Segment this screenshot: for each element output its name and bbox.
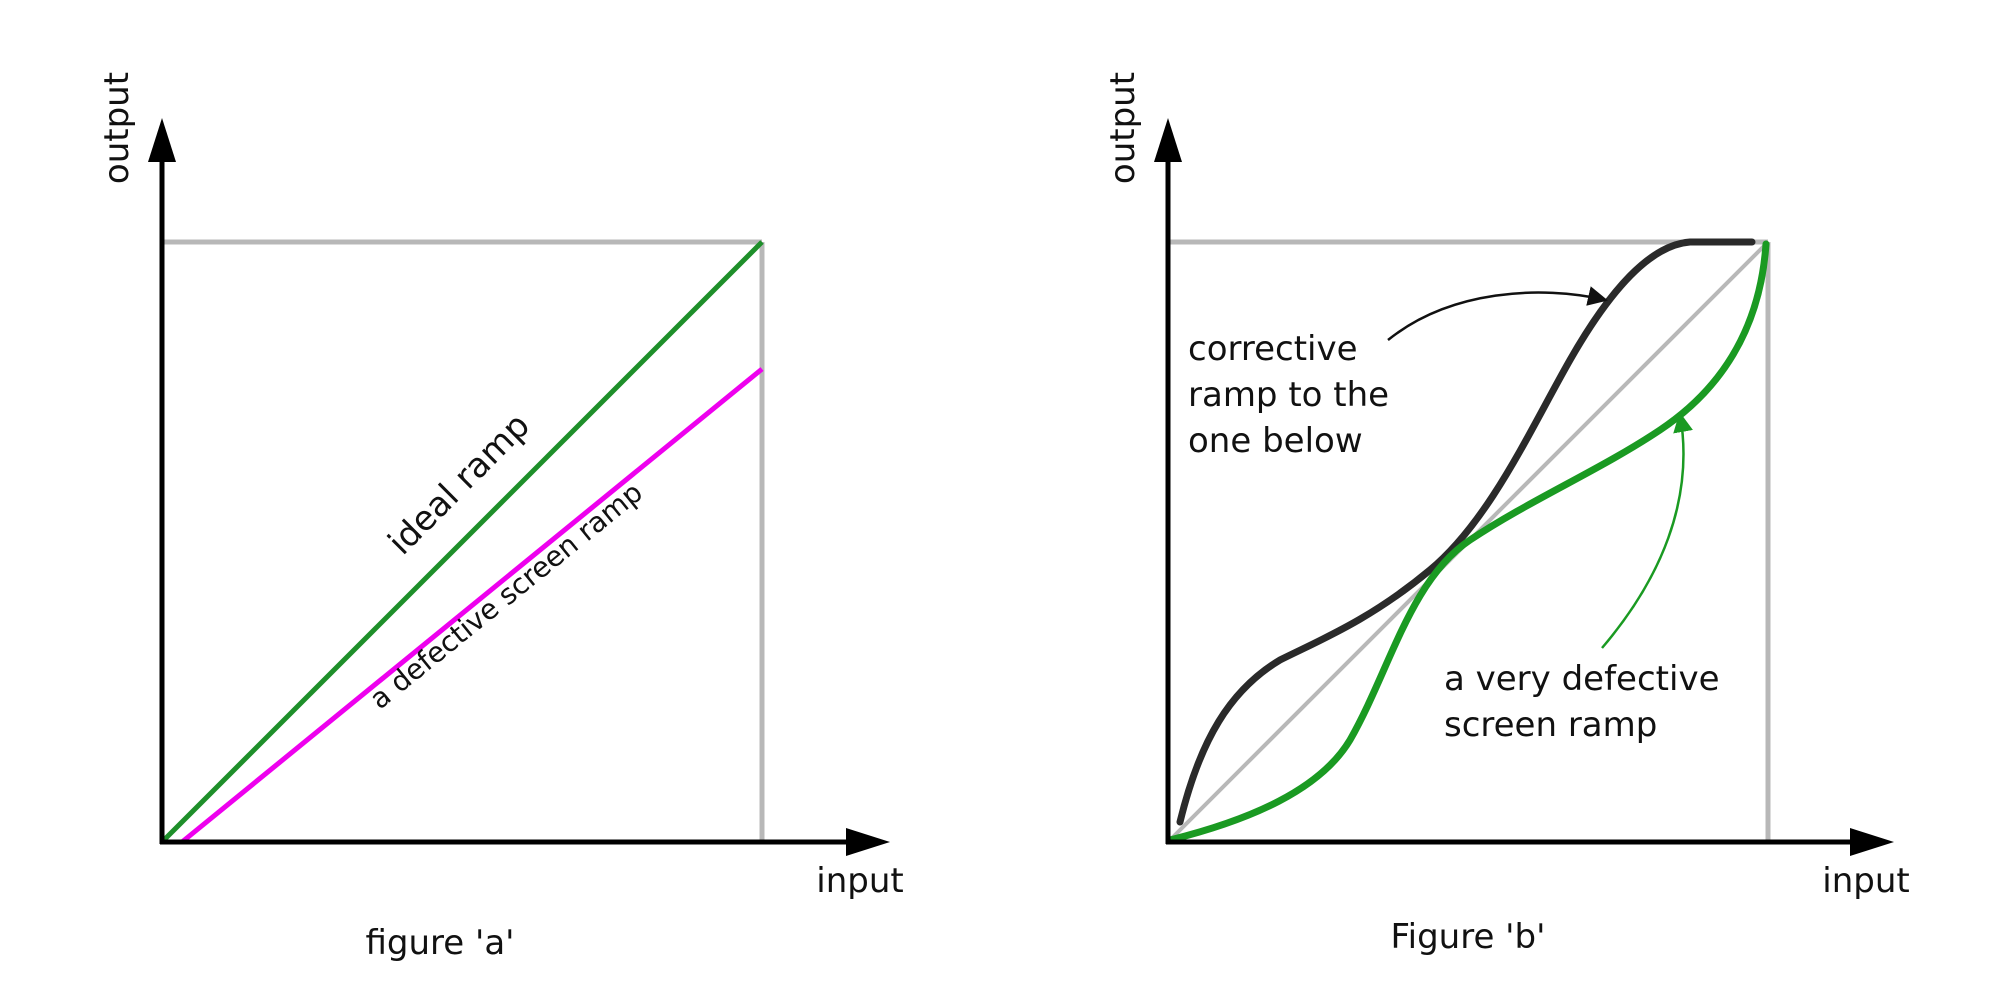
figure-a-x-arrowhead (846, 828, 890, 856)
defective-ramp-line (180, 367, 764, 844)
figure-a-y-axis-label: output (97, 72, 137, 184)
defective-label-line-2: screen ramp (1444, 705, 1657, 745)
corrective-label-line-3: one below (1188, 421, 1363, 461)
corrective-label-line-2: ramp to the (1188, 375, 1389, 415)
figure-a-y-arrowhead (148, 118, 176, 162)
figure-a: output input ideal ramp a defective scre… (97, 72, 904, 963)
figure-a-caption: figure 'a' (365, 923, 514, 963)
defective-label-line-1: a very defective (1444, 659, 1720, 699)
figure-b: output input corrective ramp to the one … (1103, 72, 1910, 957)
corrective-label-line-1: corrective (1188, 329, 1358, 369)
defective-annotation-arrow (1601, 412, 1693, 649)
corrective-ramp-curve (1176, 238, 1756, 826)
ideal-ramp-label: ideal ramp (381, 406, 538, 563)
defective-ramp-curve (1166, 240, 1770, 844)
ideal-ramp-line (160, 240, 764, 844)
figure-b-x-axis-label: input (1822, 861, 1909, 901)
figure-b-caption: Figure 'b' (1391, 917, 1546, 957)
figure-a-x-axis-label: input (816, 861, 903, 901)
corrective-annotation-arrow (1387, 286, 1608, 341)
figure-b-y-arrowhead (1154, 118, 1182, 162)
figure-b-x-arrowhead (1850, 828, 1894, 856)
figure-b-y-axis-label: output (1103, 72, 1143, 184)
